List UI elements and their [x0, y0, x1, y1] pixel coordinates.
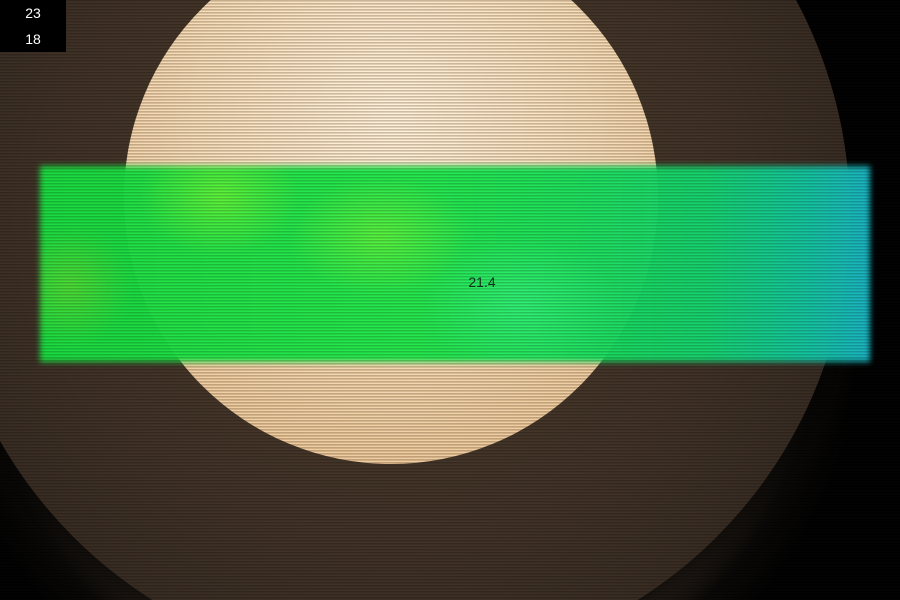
green-band: [40, 166, 870, 362]
corner-readout-panel: 23 18: [0, 0, 66, 52]
readout-top-value: 23: [25, 5, 41, 21]
band-value-label: 21.4: [468, 274, 496, 290]
readout-bottom-value: 18: [25, 31, 41, 47]
